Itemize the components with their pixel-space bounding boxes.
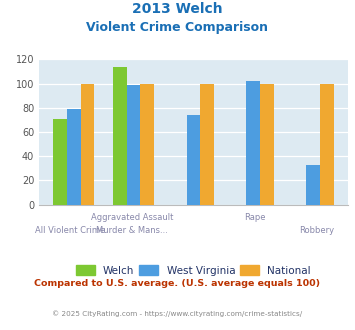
Bar — [141, 83, 154, 205]
Text: Rape: Rape — [245, 213, 266, 222]
Bar — [260, 83, 274, 205]
Text: 2013 Welch: 2013 Welch — [132, 2, 223, 16]
Bar — [67, 109, 81, 205]
Bar — [187, 115, 200, 205]
Bar — [53, 119, 67, 205]
Text: Robbery: Robbery — [300, 226, 334, 235]
Bar — [246, 81, 260, 205]
Text: Murder & Mans...: Murder & Mans... — [96, 226, 168, 235]
Bar — [200, 83, 214, 205]
Bar — [81, 83, 94, 205]
Text: All Violent Crime: All Violent Crime — [35, 226, 105, 235]
Text: Compared to U.S. average. (U.S. average equals 100): Compared to U.S. average. (U.S. average … — [34, 279, 321, 288]
Bar — [320, 83, 334, 205]
Bar — [113, 67, 127, 205]
Bar — [127, 85, 141, 205]
Text: Aggravated Assault: Aggravated Assault — [91, 213, 173, 222]
Bar — [306, 165, 320, 205]
Text: Violent Crime Comparison: Violent Crime Comparison — [87, 21, 268, 34]
Text: © 2025 CityRating.com - https://www.cityrating.com/crime-statistics/: © 2025 CityRating.com - https://www.city… — [53, 310, 302, 317]
Legend: Welch, West Virginia, National: Welch, West Virginia, National — [76, 265, 311, 276]
